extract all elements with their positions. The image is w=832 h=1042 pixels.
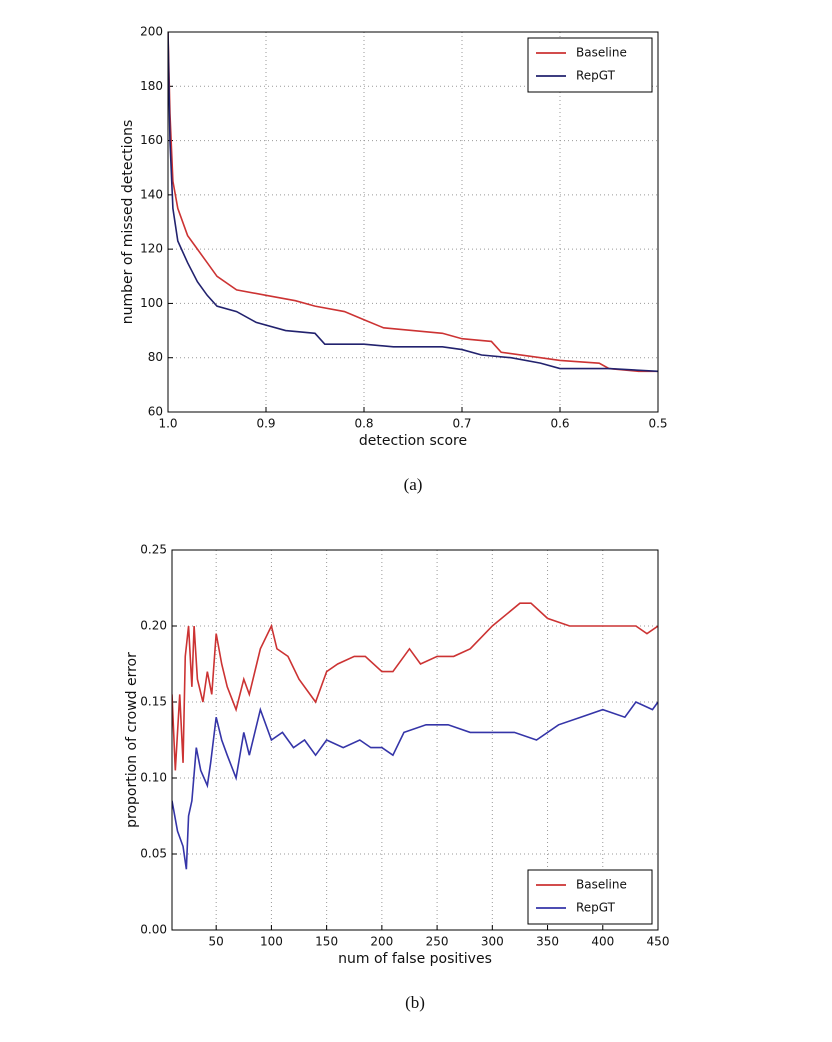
plot-frame xyxy=(167,31,659,413)
legend-label: RepGT xyxy=(576,901,616,915)
x-tick-label: 0.9 xyxy=(256,417,275,431)
x-tick-label: 300 xyxy=(481,935,504,949)
plot-frame xyxy=(171,549,659,931)
y-tick-label: 120 xyxy=(140,242,163,256)
y-tick-label: 100 xyxy=(140,296,163,310)
y-axis-title: number of missed detections xyxy=(120,120,136,325)
y-tick-label: 180 xyxy=(140,79,163,93)
x-tick-label: 0.7 xyxy=(452,417,471,431)
y-tick-label: 0.10 xyxy=(140,771,167,785)
x-tick-label: 450 xyxy=(647,935,670,949)
x-tick-label: 250 xyxy=(426,935,449,949)
series-line xyxy=(168,32,658,373)
x-axis-title: detection score xyxy=(359,433,467,449)
y-tick-label: 140 xyxy=(140,187,163,201)
series-line xyxy=(168,32,658,373)
y-tick-label: 0.05 xyxy=(140,847,167,861)
y-tick-label: 160 xyxy=(140,133,163,147)
legend-label: Baseline xyxy=(576,878,627,892)
x-tick-label: 0.8 xyxy=(354,417,373,431)
x-tick-label: 150 xyxy=(315,935,338,949)
y-tick-label: 0.15 xyxy=(140,695,167,709)
y-tick-label: 0.00 xyxy=(140,923,167,937)
legend: Baseline RepGT xyxy=(527,37,653,93)
x-tick-label: 200 xyxy=(370,935,393,949)
legend: Baseline RepGT xyxy=(527,869,653,925)
x-tick-label: 350 xyxy=(536,935,559,949)
x-tick-label: 0.6 xyxy=(550,417,569,431)
y-tick-label: 60 xyxy=(148,405,163,419)
x-tick-label: 100 xyxy=(260,935,283,949)
series-line xyxy=(172,602,658,771)
y-tick-label: 200 xyxy=(140,25,163,39)
y-tick-label: 0.25 xyxy=(140,543,167,557)
legend-box xyxy=(527,869,653,925)
y-tick-label: 0.20 xyxy=(140,619,167,633)
x-tick-label: 50 xyxy=(209,935,224,949)
chart: 0.00 0.05 0.10 0.15 0.20 0.25 50 100 150 200 250 30… xyxy=(124,543,669,1012)
x-tick-label: 1.0 xyxy=(158,417,177,431)
y-axis-title: proportion of crowd error xyxy=(124,652,140,828)
legend-box xyxy=(527,37,653,93)
x-tick-label: 0.5 xyxy=(648,417,667,431)
chart: 60 80 100 120 140 160 180 200 1.0 0.9 0.8 0.7 0.6 0.5… xyxy=(120,25,668,494)
legend-label: Baseline xyxy=(576,46,627,60)
y-tick-label: 80 xyxy=(148,350,163,364)
x-axis-title: num of false positives xyxy=(338,951,492,967)
legend-label: RepGT xyxy=(576,69,616,83)
series-line xyxy=(172,700,658,870)
plot xyxy=(168,32,658,373)
caption: (b) xyxy=(405,993,425,1012)
plot xyxy=(172,602,658,870)
caption: (a) xyxy=(404,475,423,494)
x-tick-label: 400 xyxy=(591,935,614,949)
